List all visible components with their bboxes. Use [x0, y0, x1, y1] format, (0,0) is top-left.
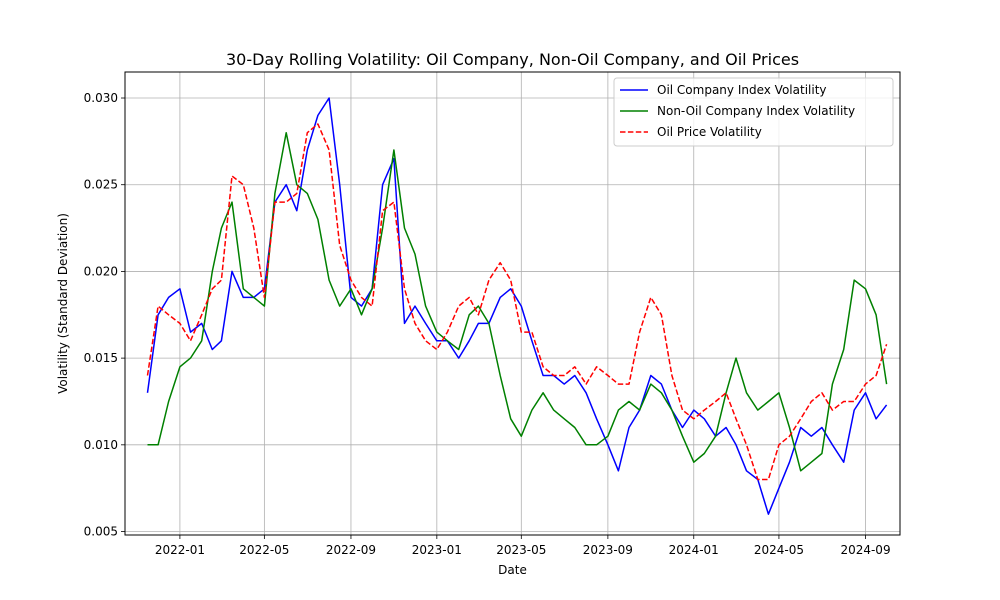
y-tick-label: 0.005 — [84, 525, 118, 539]
legend-label: Non-Oil Company Index Volatility — [657, 104, 855, 118]
y-tick-label: 0.025 — [84, 178, 118, 192]
x-tick-label: 2022-09 — [326, 543, 376, 557]
legend-label: Oil Price Volatility — [657, 125, 762, 139]
x-tick-label: 2024-01 — [669, 543, 719, 557]
axis-ticks: 2022-01 2022-05 2022-09 2023-01 2023-05 2023-… — [84, 91, 891, 557]
x-tick-label: 2023-05 — [496, 543, 546, 557]
x-tick-label: 2022-01 — [155, 543, 205, 557]
y-tick-label: 0.015 — [84, 351, 118, 365]
x-tick-label: 2024-05 — [754, 543, 804, 557]
x-tick-label: 2024-09 — [840, 543, 890, 557]
y-tick-label: 0.030 — [84, 91, 118, 105]
legend-label: Oil Company Index Volatility — [657, 83, 827, 97]
grid-lines — [125, 72, 900, 535]
chart-title: 30-Day Rolling Volatility: Oil Company, … — [226, 50, 799, 69]
legend-box — [613, 77, 894, 147]
x-axis-label: Date — [498, 563, 527, 577]
y-axis-label: Volatility (Standard Deviation) — [56, 213, 70, 394]
y-tick-label: 0.020 — [84, 264, 118, 278]
x-tick-label: 2023-09 — [583, 543, 633, 557]
x-tick-label: 2023-01 — [412, 543, 462, 557]
plot-area-frame — [124, 71, 901, 536]
series-line-oil-price-volatility — [146, 123, 888, 481]
y-tick-label: 0.010 — [84, 438, 118, 452]
legend: Oil Company Index Volatility Non-Oil Comp… — [613, 77, 894, 147]
x-tick-label: 2022-05 — [239, 543, 289, 557]
series-lines — [146, 97, 888, 515]
